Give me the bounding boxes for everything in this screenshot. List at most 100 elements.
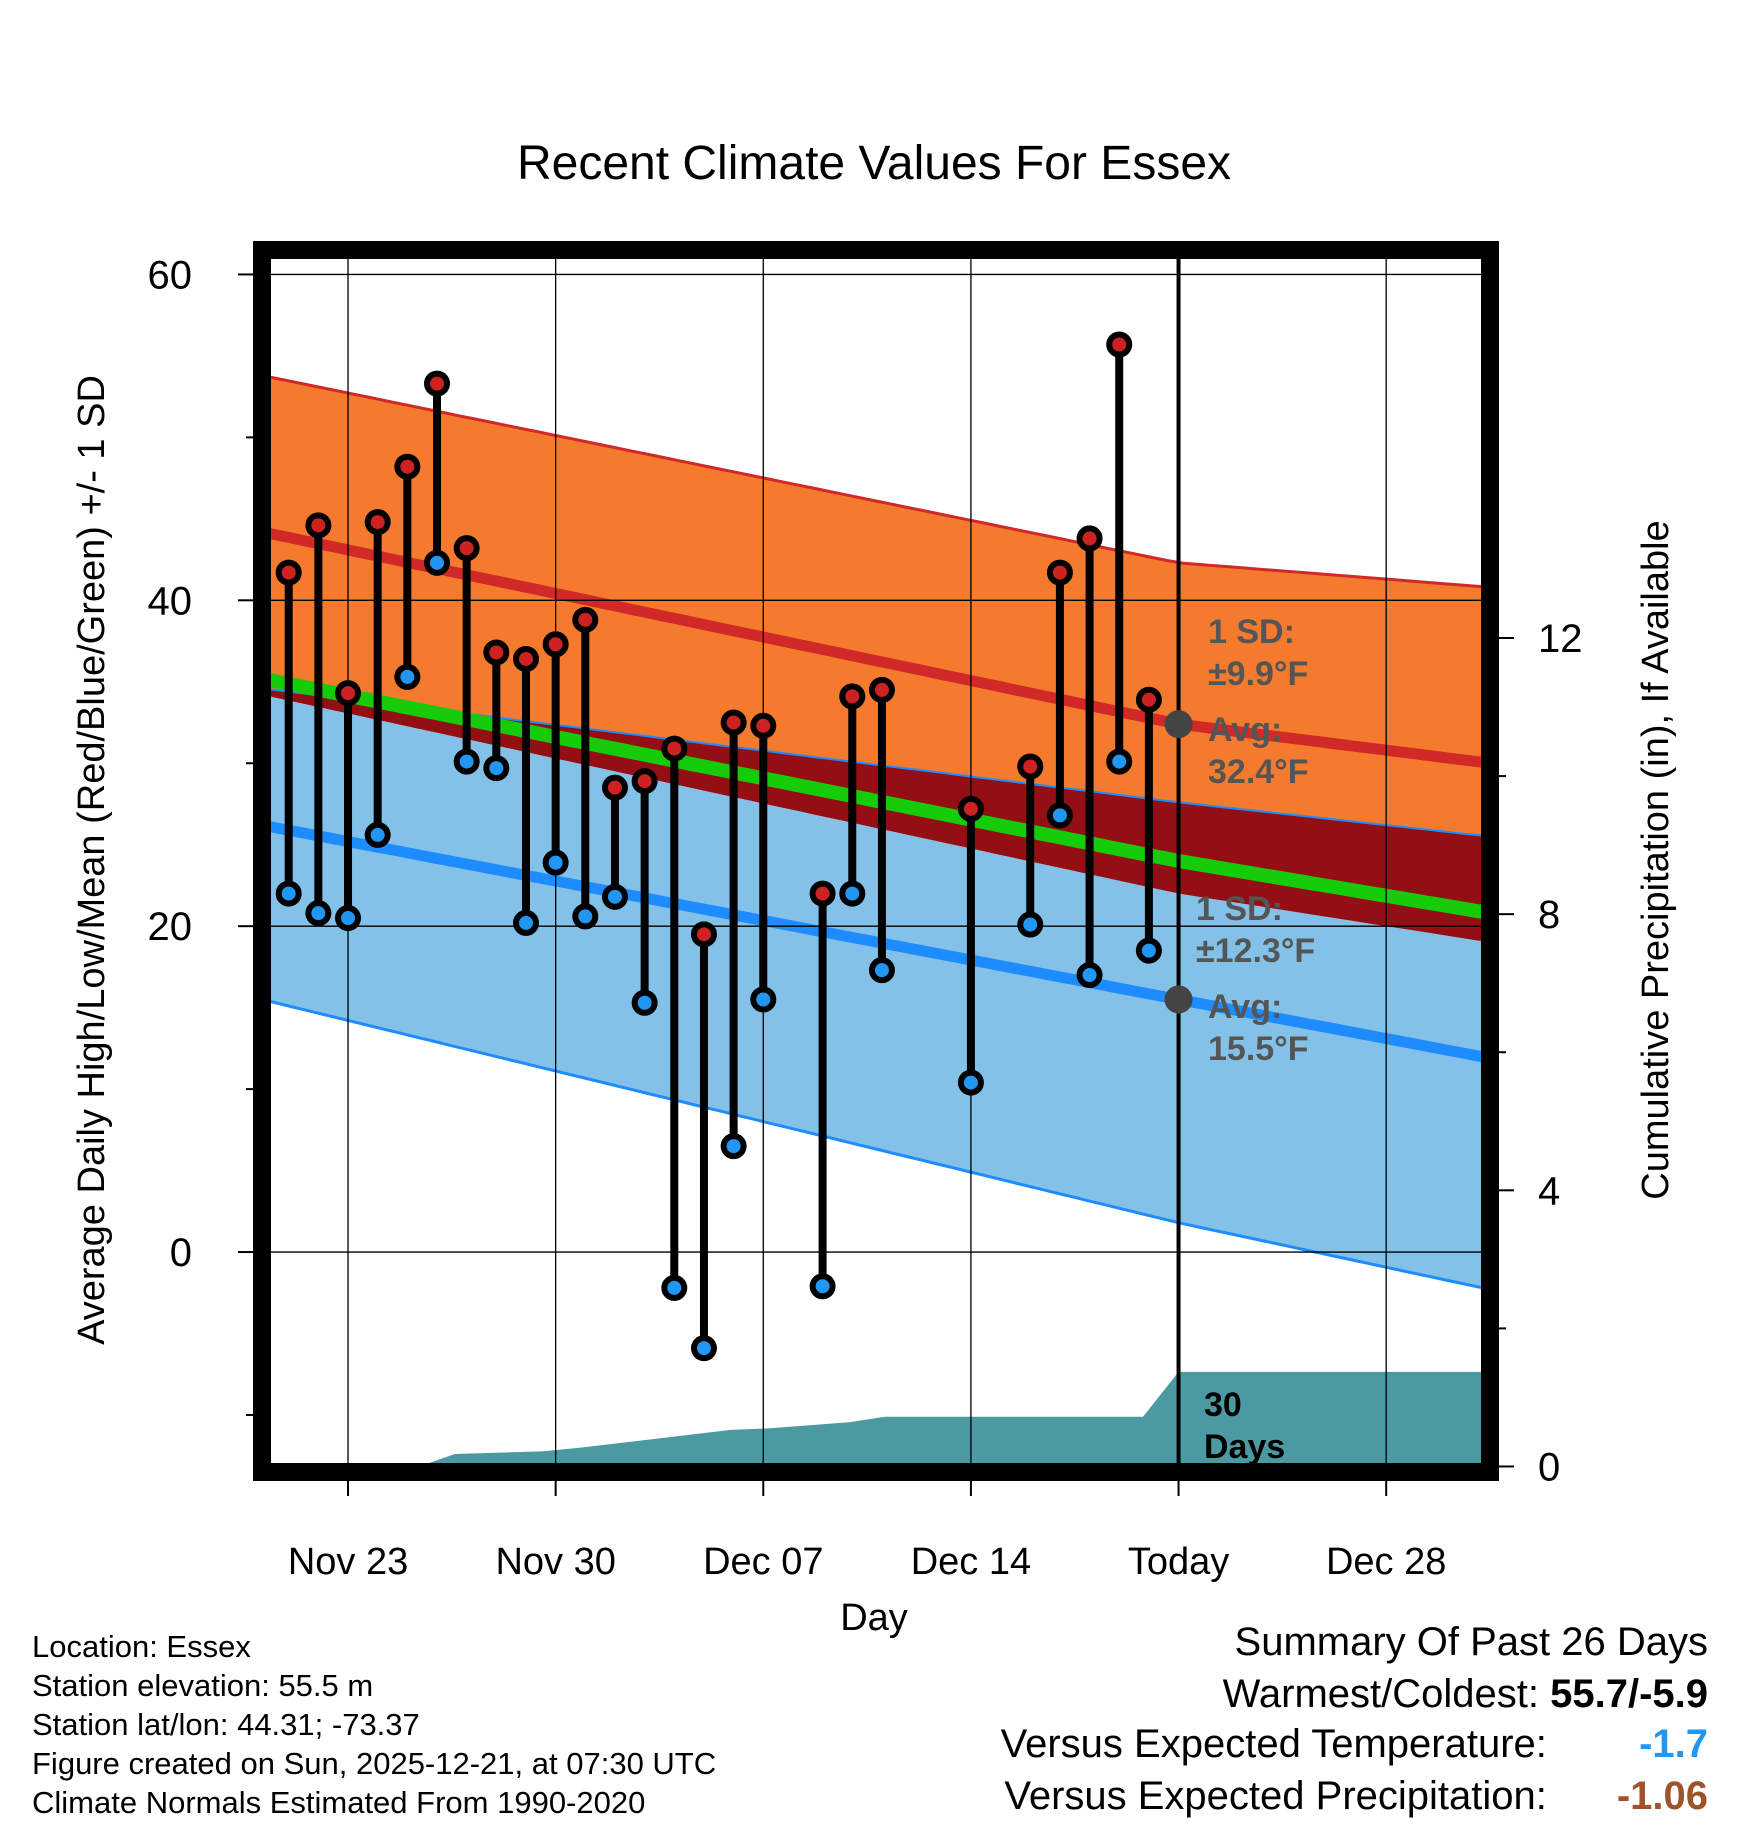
- obs-high-point: [364, 509, 391, 536]
- obs-low-point: [572, 903, 599, 930]
- obs-low-point: [1135, 937, 1162, 964]
- warmest-value: 55.7/-5.9: [1550, 1672, 1708, 1716]
- y-tick-label: 20: [148, 905, 193, 949]
- days-count-label: 30: [1204, 1386, 1242, 1424]
- obs-low-point: [957, 1069, 984, 1096]
- y-tick-label: 40: [148, 579, 193, 623]
- obs-low-point: [661, 1274, 688, 1301]
- y-axis-label: Average Daily High/Low/Mean (Red/Blue/Gr…: [71, 375, 113, 1345]
- obs-high-point: [1076, 525, 1103, 552]
- low-sd-value: ±12.3°F: [1196, 932, 1315, 970]
- low-avg-value: 15.5°F: [1208, 1030, 1309, 1068]
- high-avg-value: 32.4°F: [1208, 753, 1309, 791]
- summary-precip: Versus Expected Precipitation: -1.06: [1004, 1774, 1708, 1819]
- obs-low-point: [690, 1335, 717, 1362]
- obs-low-point: [453, 748, 480, 775]
- precip-label: Versus Expected Precipitation:: [1004, 1774, 1547, 1818]
- obs-high-point: [809, 880, 836, 907]
- obs-high-point: [483, 639, 510, 666]
- created-text: Figure created on Sun, 2025-12-21, at 07…: [32, 1746, 717, 1781]
- obs-high-point: [720, 709, 747, 736]
- low-sd-band: [262, 694, 1490, 1290]
- obs-high-point: [1106, 331, 1133, 358]
- low-mean-line: [262, 819, 1490, 1064]
- obs-high-point: [335, 680, 362, 707]
- obs-low-point: [868, 957, 895, 984]
- x-tick-label: Dec 14: [911, 1541, 1031, 1583]
- y2-tick-label: 12: [1538, 617, 1583, 661]
- latlon-text: Station lat/lon: 44.31; -73.37: [32, 1707, 420, 1742]
- precip-value: -1.06: [1616, 1774, 1708, 1818]
- x-tick-label: Today: [1128, 1541, 1229, 1583]
- obs-low-point: [1046, 802, 1073, 829]
- obs-high-point: [661, 735, 688, 762]
- temp-label: Versus Expected Temperature:: [1000, 1722, 1547, 1766]
- warmest-label: Warmest/Coldest:: [1222, 1672, 1539, 1716]
- high-avg-label: Avg:: [1208, 711, 1282, 749]
- obs-high-point: [839, 683, 866, 710]
- obs-low-point: [720, 1133, 747, 1160]
- obs-high-point: [750, 712, 777, 739]
- x-tick-label: Nov 30: [495, 1541, 615, 1583]
- high-sd-value: ±9.9°F: [1208, 655, 1308, 693]
- obs-high-point: [631, 768, 658, 795]
- summary-temp: Versus Expected Temperature: -1.7: [1001, 1722, 1708, 1767]
- obs-high-point: [868, 676, 895, 703]
- obs-low-point: [542, 849, 569, 876]
- obs-high-point: [957, 795, 984, 822]
- obs-high-point: [601, 774, 628, 801]
- precip-area: [262, 1371, 1490, 1472]
- days-text-label: Days: [1204, 1428, 1285, 1466]
- obs-low-point: [483, 755, 510, 782]
- low-avg-label: Avg:: [1208, 988, 1282, 1026]
- chart-title: Recent Climate Values For Essex: [517, 137, 1231, 190]
- obs-low-point: [750, 986, 777, 1013]
- y-tick-label: 0: [170, 1231, 192, 1275]
- x-tick-label: Dec 07: [703, 1541, 823, 1583]
- obs-low-point: [631, 989, 658, 1016]
- plot-frame: [253, 241, 1499, 1481]
- obs-low-point: [601, 883, 628, 910]
- obs-high-point: [275, 559, 302, 586]
- high-sd-label: 1 SD:: [1208, 613, 1295, 651]
- high-upper-line: [262, 374, 1490, 589]
- obs-low-point: [1076, 962, 1103, 989]
- obs-low-point: [364, 821, 391, 848]
- obs-high-point: [424, 370, 451, 397]
- location-text: Location: Essex: [32, 1629, 251, 1664]
- x-axis-label: Day: [840, 1597, 908, 1639]
- today-high-avg-marker: [1164, 710, 1193, 739]
- obs-low-point: [335, 905, 362, 932]
- obs-high-point: [690, 921, 717, 948]
- obs-low-point: [394, 663, 421, 690]
- obs-high-point: [542, 631, 569, 658]
- x-tick-label: Nov 23: [288, 1541, 408, 1583]
- obs-low-point: [275, 880, 302, 907]
- obs-low-point: [305, 900, 332, 927]
- station-info: Location: Essex Station elevation: 55.5 …: [32, 1627, 716, 1822]
- obs-high-point: [305, 512, 332, 539]
- obs-high-point: [1135, 686, 1162, 713]
- obs-low-point: [424, 549, 451, 576]
- obs-high-point: [1017, 753, 1044, 780]
- obs-high-point: [572, 606, 599, 633]
- obs-low-point: [809, 1273, 836, 1300]
- y2-axis-label: Cumulative Precipitation (in), If Availa…: [1635, 520, 1677, 1199]
- low-sd-label: 1 SD:: [1196, 890, 1283, 928]
- obs-high-point: [1046, 559, 1073, 586]
- obs-low-point: [1017, 911, 1044, 938]
- y-tick-label: 60: [148, 253, 193, 297]
- summary-title: Summary Of Past 26 Days: [1234, 1620, 1708, 1664]
- temp-value: -1.7: [1639, 1722, 1708, 1766]
- summary-warmest: Warmest/Coldest: 55.7/-5.9: [1223, 1672, 1708, 1717]
- normals-text: Climate Normals Estimated From 1990-2020: [32, 1785, 646, 1820]
- y2-tick-label: 4: [1538, 1169, 1560, 1213]
- obs-high-point: [394, 453, 421, 480]
- y2-tick-label: 0: [1538, 1445, 1560, 1489]
- obs-high-point: [453, 535, 480, 562]
- today-low-avg-marker: [1164, 985, 1193, 1014]
- low-lower-line: [262, 998, 1490, 1291]
- elevation-text: Station elevation: 55.5 m: [32, 1668, 374, 1703]
- obs-low-point: [512, 909, 539, 936]
